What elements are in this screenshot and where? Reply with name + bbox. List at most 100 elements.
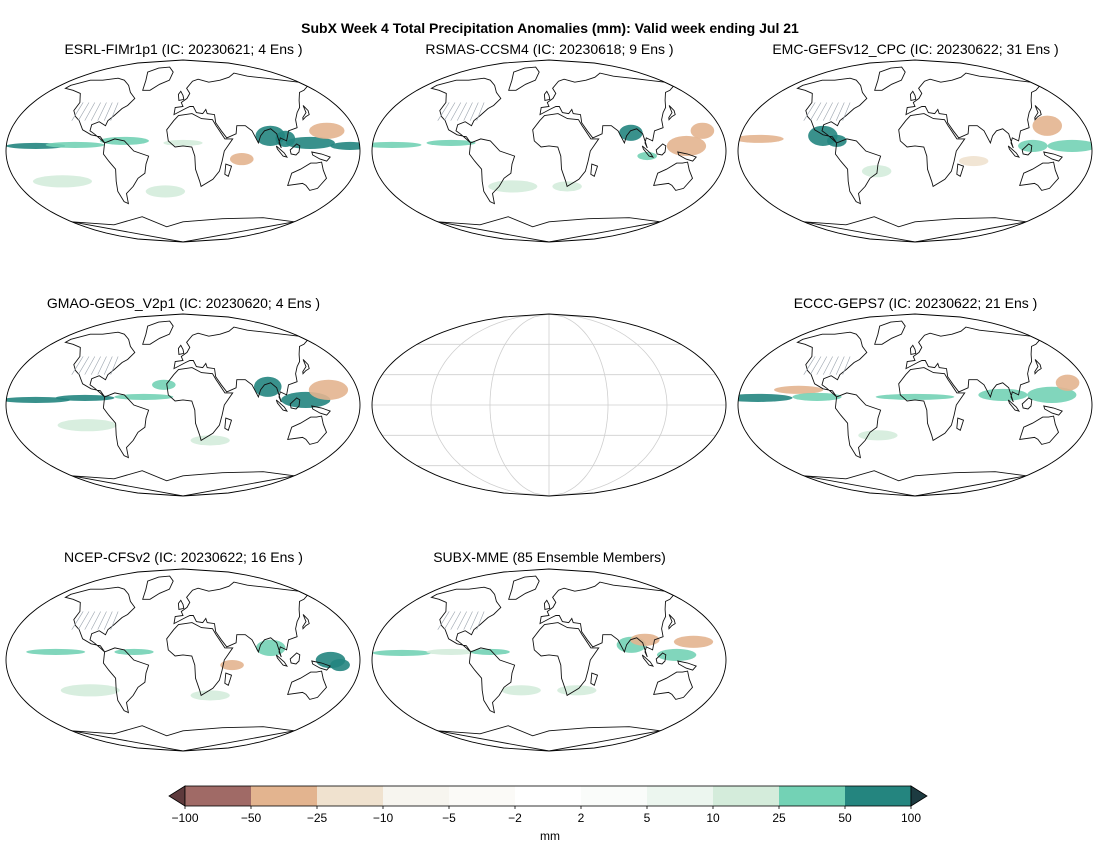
coastline-newGuinea [311, 660, 331, 671]
coastline-northAmerica [796, 77, 868, 144]
state-border [437, 611, 450, 630]
colorbar-segment [647, 786, 713, 806]
anomaly-patch [958, 156, 989, 167]
anomaly-patch [60, 684, 120, 697]
anomaly-patch [1032, 115, 1062, 136]
state-border [110, 102, 119, 121]
coastline-africa [166, 113, 234, 188]
anomaly-patch [557, 685, 597, 696]
coastline-australia [653, 670, 694, 700]
state-border [450, 611, 462, 630]
coastline-uk [177, 344, 185, 355]
state-border [476, 102, 485, 121]
state-border [809, 102, 822, 121]
anomaly-patch [978, 388, 1028, 401]
coastline-northAmerica [430, 77, 502, 144]
anomaly-patch [1047, 139, 1092, 153]
coastline-sumatra [641, 654, 655, 667]
coastline-greenland [142, 575, 174, 600]
state-border [77, 102, 90, 121]
panel-title-mme: SUBX-MME (85 Ensemble Members) [433, 549, 666, 565]
coastline-japan [668, 614, 676, 630]
colorbar-segment [713, 786, 779, 806]
anomaly-patch [637, 152, 658, 161]
state-border [97, 611, 107, 630]
state-border [803, 102, 816, 121]
state-border [456, 611, 467, 630]
anomaly-patch [690, 122, 715, 139]
coastline-newGuinea [677, 151, 697, 162]
figure-title: SubX Week 4 Total Precipitation Anomalie… [301, 20, 799, 36]
state-border [77, 611, 90, 630]
state-border [822, 356, 833, 375]
state-border [456, 102, 467, 121]
anomaly-patch [666, 135, 707, 157]
state-border [835, 356, 845, 375]
coastline-sumatra [1007, 399, 1021, 412]
coastline-uk [543, 90, 551, 101]
coastline-japan [302, 614, 310, 630]
colorbar-segment [185, 786, 251, 806]
coastline-southAmerica [102, 138, 150, 205]
coastline-africa [898, 367, 966, 442]
coastline-borneo [655, 652, 667, 665]
state-border [803, 356, 816, 375]
panel-title-rsmas: RSMAS-CCSM4 (IC: 20230618; 9 Ens ) [425, 41, 674, 57]
panel-title-emc: EMC-GEFSv12_CPC (IC: 20230622; 31 Ens ) [772, 41, 1059, 57]
anomaly-patch [426, 648, 476, 655]
panel-title-eccc: ECCC-GEPS7 (IC: 20230622; 21 Ens ) [793, 295, 1038, 311]
anomaly-patch [254, 376, 282, 397]
anomaly-patch [774, 385, 824, 394]
state-border [809, 356, 822, 375]
coastline-borneo [1021, 397, 1033, 410]
coastline-australia [287, 161, 328, 191]
coastline-antarctica [71, 216, 295, 242]
coastline-sumatra [275, 654, 289, 667]
state-border [103, 611, 113, 630]
state-border [469, 611, 479, 630]
colorbar-tick-label: 50 [838, 811, 852, 825]
colorbar-segment [779, 786, 845, 806]
anomaly-patch [45, 141, 105, 148]
coastline-madagascar [224, 417, 233, 431]
anomaly-patch [738, 134, 784, 143]
anomaly-patch [656, 648, 697, 662]
anomaly-patch [152, 379, 176, 390]
colorbar-tick-label: 100 [900, 811, 922, 825]
coastline-antarctica [437, 725, 661, 751]
anomaly-patch [792, 392, 842, 401]
colorbar-tick-label: 25 [772, 811, 786, 825]
anomaly-patch [308, 379, 349, 400]
coastline-borneo [289, 143, 301, 156]
anomaly-patch [114, 648, 154, 655]
coastline-madagascar [590, 163, 599, 177]
anomaly-patch [55, 394, 115, 401]
state-border [842, 102, 851, 121]
anomaly-patch [32, 175, 92, 188]
coastline-antarctica [803, 216, 1027, 242]
anomaly-patch [309, 122, 345, 139]
colorbar-extend-low [168, 785, 186, 807]
coastline-australia [653, 161, 694, 191]
coastline-southAmerica [468, 138, 516, 205]
colorbar-segment [251, 786, 317, 806]
state-border [110, 356, 119, 375]
coastline-northAmerica [64, 331, 136, 398]
anomaly-patch [488, 180, 538, 193]
anomaly-patch [163, 139, 203, 146]
coastline-northAmerica [64, 77, 136, 144]
coastline-borneo [289, 397, 301, 410]
coastline-uk [909, 90, 917, 101]
coastline-uk [543, 599, 551, 610]
anomaly-patch [372, 141, 422, 148]
state-border [463, 611, 473, 630]
anomaly-patch [114, 393, 174, 400]
map-outline [5, 568, 361, 752]
coastline-greenland [508, 575, 540, 600]
coastline-madagascar [956, 417, 965, 431]
anomaly-patch [330, 658, 350, 672]
state-border [90, 611, 101, 630]
coastline-eurasia [905, 72, 1041, 149]
state-border [835, 102, 845, 121]
